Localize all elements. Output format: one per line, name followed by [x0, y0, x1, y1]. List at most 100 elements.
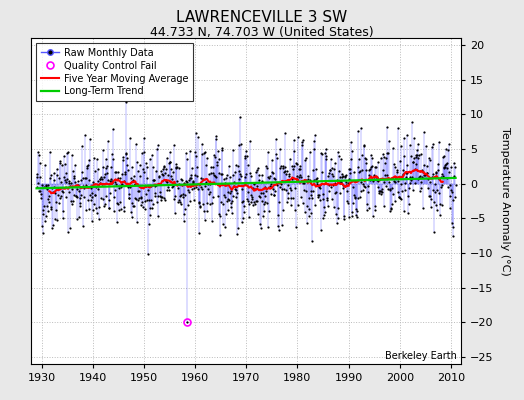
Point: [315, 192, 323, 198]
Point: [154, 212, 162, 219]
Point: [344, 176, 353, 182]
Point: [152, 182, 160, 188]
Point: [420, 172, 429, 178]
Point: [259, 208, 268, 214]
Point: [418, 174, 427, 180]
Point: [211, 154, 219, 160]
Point: [78, 169, 86, 176]
Point: [325, 188, 334, 194]
Point: [123, 162, 132, 168]
Point: [360, 142, 368, 148]
Point: [60, 177, 69, 184]
Point: [381, 154, 390, 161]
Point: [412, 151, 421, 158]
Point: [252, 197, 260, 204]
Point: [32, 174, 41, 180]
Point: [135, 188, 144, 194]
Point: [185, 197, 194, 204]
Point: [443, 160, 451, 166]
Point: [287, 186, 295, 193]
Point: [111, 179, 119, 185]
Point: [106, 176, 115, 182]
Point: [88, 218, 96, 224]
Point: [294, 166, 303, 172]
Point: [104, 138, 112, 144]
Point: [133, 218, 141, 225]
Point: [60, 174, 68, 181]
Point: [115, 206, 123, 213]
Point: [302, 177, 310, 183]
Point: [154, 142, 162, 148]
Point: [161, 166, 170, 172]
Point: [341, 172, 349, 179]
Point: [417, 184, 425, 191]
Point: [211, 136, 220, 142]
Point: [206, 170, 215, 176]
Point: [322, 146, 330, 152]
Point: [382, 183, 390, 190]
Point: [328, 170, 336, 177]
Point: [316, 185, 325, 192]
Point: [285, 171, 293, 177]
Point: [136, 202, 145, 208]
Point: [313, 175, 321, 182]
Point: [335, 178, 344, 185]
Point: [38, 223, 46, 230]
Point: [122, 150, 130, 157]
Point: [356, 188, 365, 194]
Point: [286, 156, 294, 162]
Point: [308, 238, 316, 244]
Point: [168, 183, 177, 189]
Point: [198, 140, 206, 147]
Point: [345, 213, 353, 220]
Point: [127, 175, 135, 181]
Point: [148, 163, 157, 170]
Point: [34, 149, 42, 155]
Point: [182, 150, 190, 156]
Point: [124, 194, 133, 201]
Point: [269, 186, 277, 192]
Point: [142, 191, 150, 198]
Point: [77, 203, 85, 209]
Point: [368, 163, 376, 169]
Point: [171, 210, 179, 216]
Point: [215, 156, 223, 162]
Point: [85, 136, 94, 142]
Point: [412, 161, 421, 168]
Point: [163, 154, 171, 161]
Point: [91, 168, 100, 175]
Point: [318, 150, 326, 157]
Point: [365, 172, 373, 178]
Point: [361, 184, 369, 191]
Point: [58, 188, 67, 194]
Point: [177, 176, 185, 182]
Point: [416, 172, 424, 179]
Point: [390, 178, 398, 184]
Point: [50, 184, 59, 191]
Point: [99, 196, 107, 202]
Point: [223, 198, 231, 204]
Point: [348, 213, 357, 219]
Point: [337, 156, 345, 162]
Point: [370, 172, 378, 178]
Point: [271, 188, 279, 194]
Point: [66, 224, 74, 231]
Point: [40, 184, 48, 190]
Point: [229, 172, 237, 178]
Point: [424, 175, 432, 182]
Point: [227, 188, 235, 194]
Point: [408, 187, 417, 194]
Point: [367, 152, 375, 159]
Point: [346, 170, 354, 176]
Point: [256, 194, 264, 200]
Point: [228, 210, 236, 216]
Point: [411, 152, 420, 158]
Point: [109, 155, 117, 162]
Point: [375, 188, 383, 194]
Point: [336, 190, 344, 196]
Point: [75, 214, 83, 220]
Point: [170, 196, 178, 202]
Point: [224, 206, 232, 213]
Point: [293, 173, 302, 179]
Point: [372, 164, 380, 170]
